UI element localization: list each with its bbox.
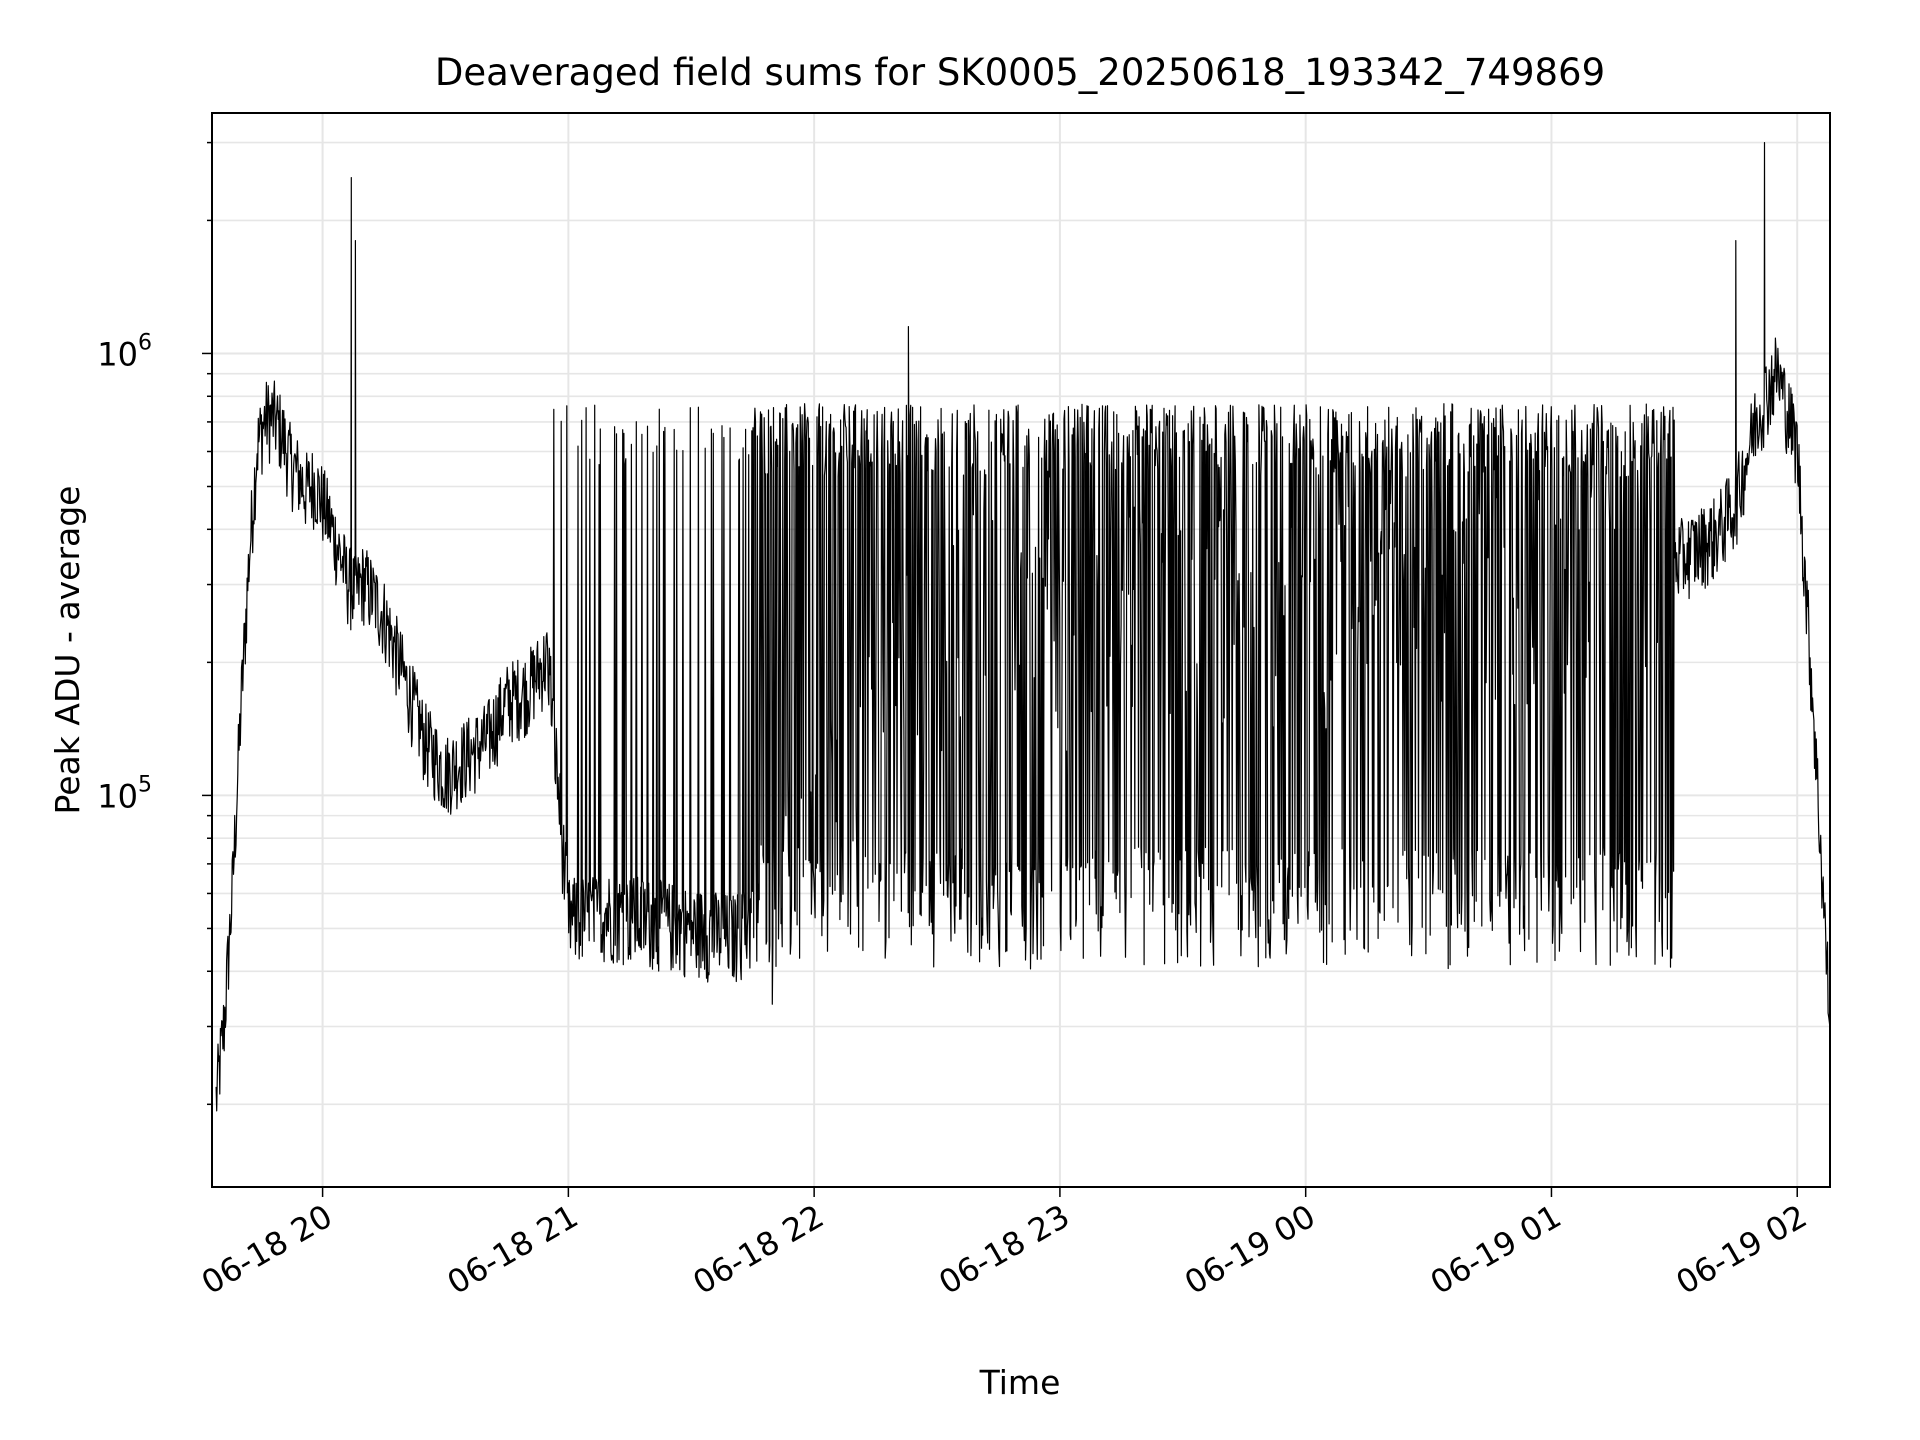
x-axis-label: Time bbox=[979, 1363, 1061, 1402]
y-axis-label: Peak ADU - average bbox=[48, 486, 87, 815]
axes-frame bbox=[211, 112, 1831, 1188]
series-line bbox=[215, 142, 1831, 1112]
y-tick-exponent: 6 bbox=[138, 330, 152, 355]
plot-area bbox=[215, 142, 1831, 1112]
y-tick-label: 106 bbox=[97, 330, 152, 373]
chart-title: Deaveraged field sums for SK0005_2025061… bbox=[435, 51, 1605, 94]
y-tick-exponent: 5 bbox=[138, 772, 152, 797]
